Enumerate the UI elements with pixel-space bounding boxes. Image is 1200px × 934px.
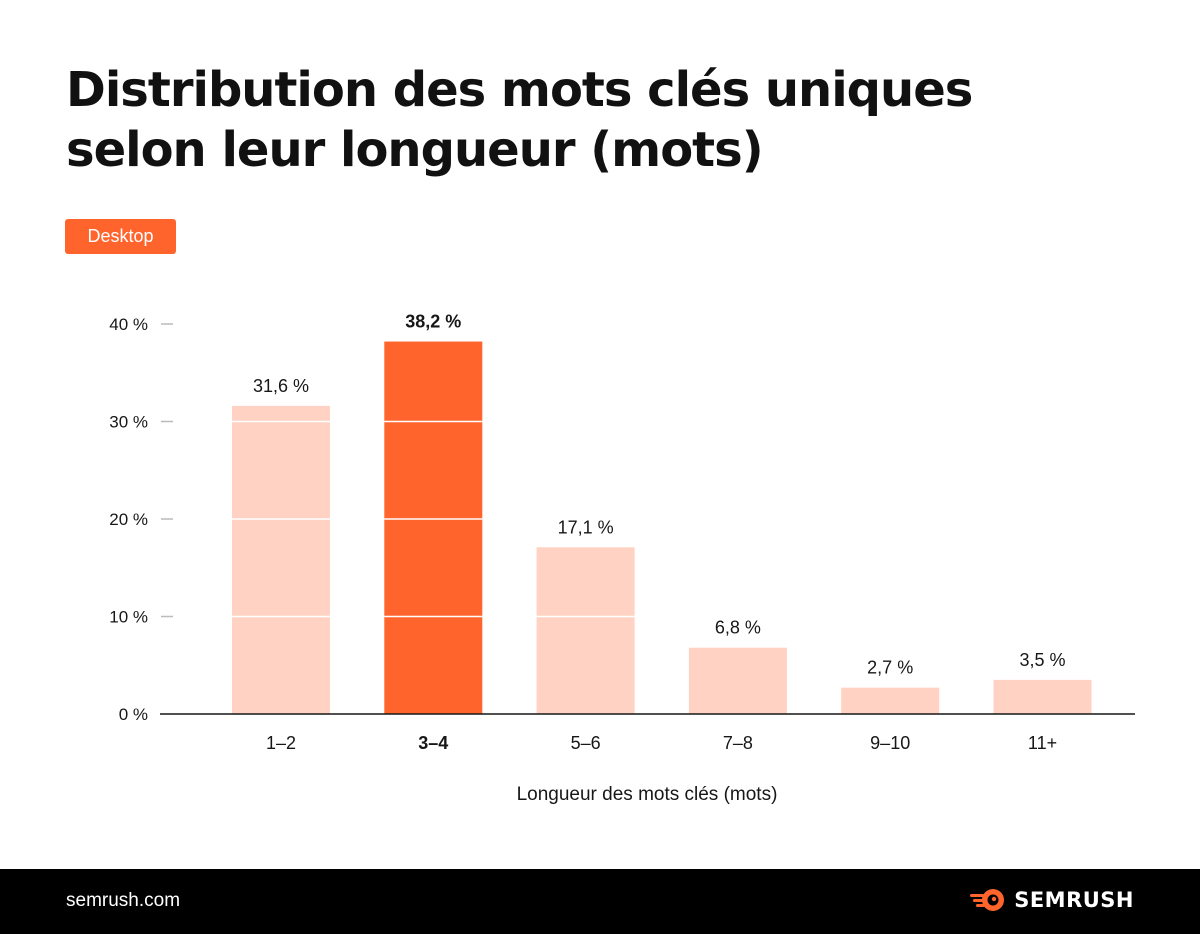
bar-9–10 — [841, 687, 940, 714]
value-labels: 31,6 % 38,2 % 17,1 % 6,8 % 2,7 % 3,5 % — [253, 312, 1066, 678]
bars — [232, 341, 1092, 714]
x-tick-label: 11+ — [1028, 733, 1057, 753]
bar-11+ — [993, 679, 1092, 714]
footer: semrush.com SEMRUSH — [0, 869, 1200, 934]
bar-1–2 — [232, 405, 330, 714]
brand-name: SEMRUSH — [1014, 888, 1134, 912]
data-label: 2,7 % — [867, 658, 913, 678]
y-tick-label: 0 % — [119, 705, 148, 724]
semrush-fireball-icon — [970, 889, 1005, 911]
bar-5–6 — [536, 547, 635, 714]
y-tick-label: 30 % — [109, 413, 148, 432]
x-tick-label: 1–2 — [266, 733, 296, 753]
data-label: 38,2 % — [405, 312, 461, 332]
bar-3–4 — [384, 341, 483, 714]
data-label: 6,8 % — [715, 618, 761, 638]
footer-url: semrush.com — [66, 890, 181, 911]
data-label: 3,5 % — [1019, 650, 1065, 670]
y-tick-label: 10 % — [109, 608, 148, 627]
x-axis: 1–2 3–4 5–6 7–8 9–10 11+ — [160, 713, 1135, 753]
y-axis: 0 % 10 % 20 % 30 % 40 % — [109, 315, 173, 724]
data-label: 31,6 % — [253, 376, 309, 396]
data-label: 17,1 % — [558, 517, 614, 537]
x-tick-label: 9–10 — [870, 733, 910, 753]
series-badge-desktop: Desktop — [65, 219, 176, 254]
x-tick-label: 3–4 — [418, 733, 448, 753]
brand-logo: SEMRUSH — [968, 887, 1134, 913]
x-tick-label: 5–6 — [571, 733, 601, 753]
bar-chart: 0 % 10 % 20 % 30 % 40 % 31,6 % 38,2 % 17,1 % 6,… — [109, 312, 1135, 805]
y-tick-label: 40 % — [109, 315, 148, 334]
y-tick-label: 20 % — [109, 510, 148, 529]
page-title: Distribution des mots clés uniques selon… — [66, 62, 973, 178]
bar-7–8 — [688, 647, 787, 714]
x-axis-label: Longueur des mots clés (mots) — [517, 784, 778, 805]
x-tick-label: 7–8 — [723, 733, 753, 753]
